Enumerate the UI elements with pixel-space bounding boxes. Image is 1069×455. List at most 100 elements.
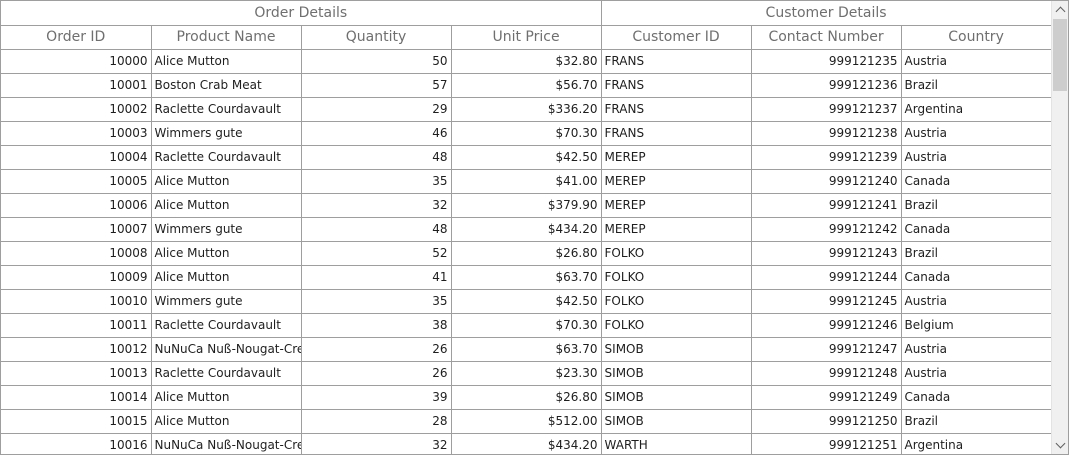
stacked-header-order-details[interactable]: Order Details [1, 1, 602, 26]
cell-quantity[interactable]: 50 [301, 49, 452, 74]
cell-customer-id[interactable]: FRANS [601, 121, 752, 146]
cell-unit-price[interactable]: $42.50 [451, 145, 602, 170]
cell-unit-price[interactable]: $336.20 [451, 97, 602, 122]
cell-product-name[interactable]: NuNuCa Nuß-Nougat-Creme [151, 433, 302, 454]
table-row[interactable]: 10006 Alice Mutton 32 $379.90 MEREP 999121241… [1, 193, 1052, 218]
cell-quantity[interactable]: 39 [301, 385, 452, 410]
cell-country[interactable]: Brazil [901, 409, 1052, 434]
cell-contact-number[interactable]: 999121245 [751, 289, 902, 314]
cell-unit-price[interactable]: $32.80 [451, 49, 602, 74]
cell-contact-number[interactable]: 999121250 [751, 409, 902, 434]
cell-contact-number[interactable]: 999121242 [751, 217, 902, 242]
cell-country[interactable]: Canada [901, 385, 1052, 410]
cell-order-id[interactable]: 10012 [1, 337, 152, 362]
cell-order-id[interactable]: 10002 [1, 97, 152, 122]
cell-order-id[interactable]: 10000 [1, 49, 152, 74]
cell-product-name[interactable]: NuNuCa Nuß-Nougat-Creme [151, 337, 302, 362]
cell-country[interactable]: Brazil [901, 73, 1052, 98]
cell-unit-price[interactable]: $56.70 [451, 73, 602, 98]
cell-contact-number[interactable]: 999121247 [751, 337, 902, 362]
cell-quantity[interactable]: 48 [301, 217, 452, 242]
cell-country[interactable]: Belgium [901, 313, 1052, 338]
cell-unit-price[interactable]: $63.70 [451, 265, 602, 290]
cell-product-name[interactable]: Alice Mutton [151, 193, 302, 218]
cell-country[interactable]: Austria [901, 289, 1052, 314]
cell-product-name[interactable]: Raclette Courdavault [151, 145, 302, 170]
stacked-header-customer-details[interactable]: Customer Details [601, 1, 1052, 26]
cell-unit-price[interactable]: $379.90 [451, 193, 602, 218]
cell-quantity[interactable]: 41 [301, 265, 452, 290]
cell-customer-id[interactable]: FRANS [601, 73, 752, 98]
cell-customer-id[interactable]: FOLKO [601, 289, 752, 314]
chevron-down-icon[interactable] [1052, 437, 1068, 454]
cell-unit-price[interactable]: $41.00 [451, 169, 602, 194]
cell-customer-id[interactable]: FOLKO [601, 265, 752, 290]
cell-contact-number[interactable]: 999121239 [751, 145, 902, 170]
cell-order-id[interactable]: 10006 [1, 193, 152, 218]
table-row[interactable]: 10011 Raclette Courdavault 38 $70.30 FOLKO 99… [1, 313, 1052, 338]
cell-product-name[interactable]: Wimmers gute [151, 121, 302, 146]
cell-customer-id[interactable]: MEREP [601, 193, 752, 218]
cell-customer-id[interactable]: SIMOB [601, 361, 752, 386]
cell-quantity[interactable]: 38 [301, 313, 452, 338]
cell-product-name[interactable]: Boston Crab Meat [151, 73, 302, 98]
cell-order-id[interactable]: 10011 [1, 313, 152, 338]
cell-contact-number[interactable]: 999121246 [751, 313, 902, 338]
cell-product-name[interactable]: Alice Mutton [151, 385, 302, 410]
table-row[interactable]: 10007 Wimmers gute 48 $434.20 MEREP 999121242… [1, 217, 1052, 242]
cell-country[interactable]: Austria [901, 49, 1052, 74]
cell-quantity[interactable]: 48 [301, 145, 452, 170]
cell-order-id[interactable]: 10014 [1, 385, 152, 410]
column-header-order-id[interactable]: Order ID [1, 25, 152, 50]
cell-product-name[interactable]: Alice Mutton [151, 241, 302, 266]
cell-contact-number[interactable]: 999121251 [751, 433, 902, 454]
cell-quantity[interactable]: 28 [301, 409, 452, 434]
cell-unit-price[interactable]: $63.70 [451, 337, 602, 362]
cell-quantity[interactable]: 26 [301, 337, 452, 362]
cell-country[interactable]: Argentina [901, 97, 1052, 122]
cell-country[interactable]: Argentina [901, 433, 1052, 454]
cell-product-name[interactable]: Alice Mutton [151, 265, 302, 290]
cell-contact-number[interactable]: 999121236 [751, 73, 902, 98]
cell-unit-price[interactable]: $26.80 [451, 385, 602, 410]
cell-contact-number[interactable]: 999121249 [751, 385, 902, 410]
cell-customer-id[interactable]: FOLKO [601, 241, 752, 266]
cell-contact-number[interactable]: 999121243 [751, 241, 902, 266]
cell-contact-number[interactable]: 999121235 [751, 49, 902, 74]
cell-country[interactable]: Austria [901, 361, 1052, 386]
table-row[interactable]: 10001 Boston Crab Meat 57 $56.70 FRANS 999121… [1, 73, 1052, 98]
cell-quantity[interactable]: 32 [301, 433, 452, 454]
column-header-customer-id[interactable]: Customer ID [601, 25, 752, 50]
cell-country[interactable]: Brazil [901, 193, 1052, 218]
table-row[interactable]: 10010 Wimmers gute 35 $42.50 FOLKO 999121245 A… [1, 289, 1052, 314]
cell-contact-number[interactable]: 999121237 [751, 97, 902, 122]
cell-quantity[interactable]: 32 [301, 193, 452, 218]
cell-customer-id[interactable]: FRANS [601, 97, 752, 122]
cell-product-name[interactable]: Alice Mutton [151, 409, 302, 434]
cell-unit-price[interactable]: $434.20 [451, 217, 602, 242]
cell-order-id[interactable]: 10001 [1, 73, 152, 98]
scrollbar-thumb[interactable] [1053, 19, 1067, 91]
table-row[interactable]: 10002 Raclette Courdavault 29 $336.20 FRANS 9… [1, 97, 1052, 122]
cell-product-name[interactable]: Wimmers gute [151, 217, 302, 242]
cell-contact-number[interactable]: 999121248 [751, 361, 902, 386]
cell-country[interactable]: Canada [901, 169, 1052, 194]
cell-order-id[interactable]: 10016 [1, 433, 152, 454]
cell-order-id[interactable]: 10003 [1, 121, 152, 146]
cell-quantity[interactable]: 57 [301, 73, 452, 98]
cell-customer-id[interactable]: SIMOB [601, 385, 752, 410]
column-header-quantity[interactable]: Quantity [301, 25, 452, 50]
cell-country[interactable]: Canada [901, 217, 1052, 242]
cell-country[interactable]: Austria [901, 121, 1052, 146]
table-row[interactable]: 10008 Alice Mutton 52 $26.80 FOLKO 999121243 B… [1, 241, 1052, 266]
cell-customer-id[interactable]: WARTH [601, 433, 752, 454]
column-header-product-name[interactable]: Product Name [151, 25, 302, 50]
table-row[interactable]: 10009 Alice Mutton 41 $63.70 FOLKO 999121244 C… [1, 265, 1052, 290]
cell-quantity[interactable]: 46 [301, 121, 452, 146]
cell-order-id[interactable]: 10013 [1, 361, 152, 386]
table-row[interactable]: 10015 Alice Mutton 28 $512.00 SIMOB 999121250… [1, 409, 1052, 434]
cell-quantity[interactable]: 29 [301, 97, 452, 122]
cell-country[interactable]: Brazil [901, 241, 1052, 266]
